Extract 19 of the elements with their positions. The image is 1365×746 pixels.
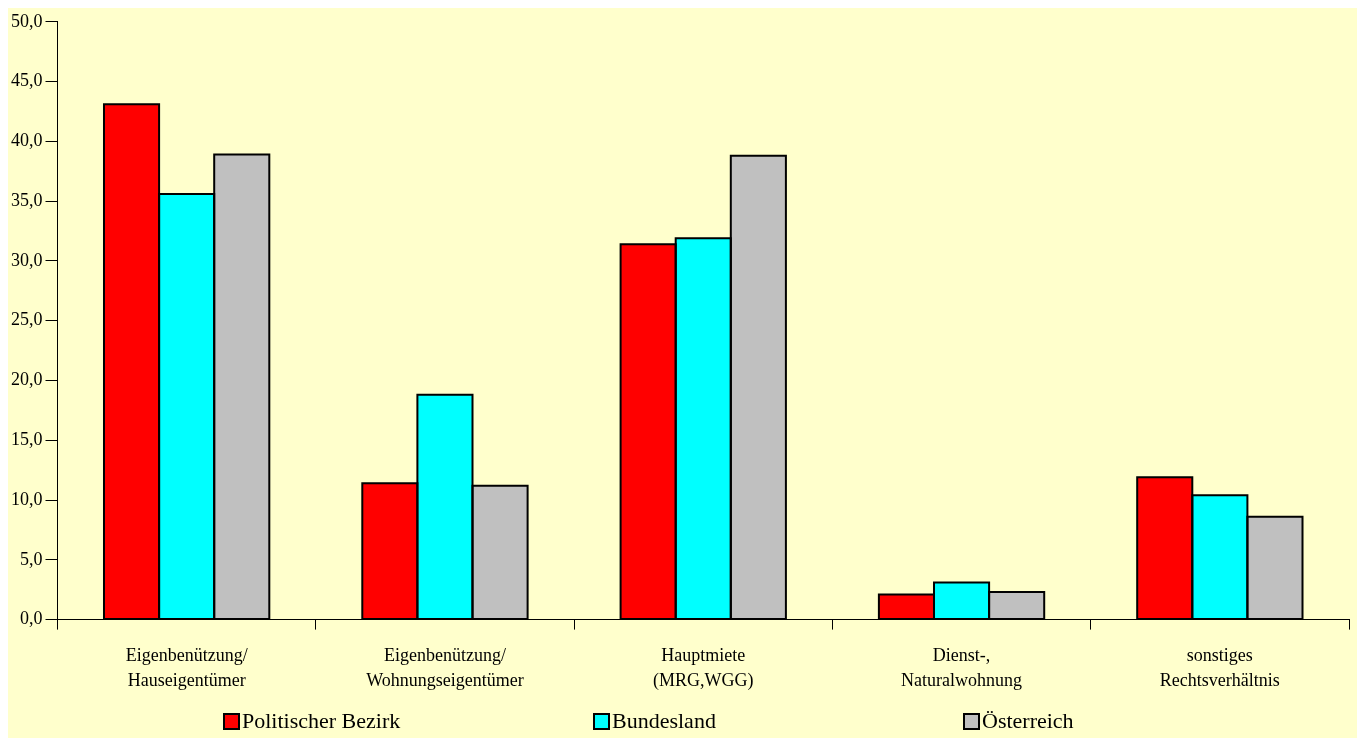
y-tick-label: 45,0 <box>11 70 43 91</box>
y-tick-label: 50,0 <box>11 10 43 31</box>
y-tick-label: 15,0 <box>11 428 43 449</box>
x-tick-label: sonstiges Rechtsverhältnis <box>1159 644 1280 691</box>
y-tick-label: 10,0 <box>11 488 43 509</box>
y-tick-label: 0,0 <box>20 608 43 629</box>
x-tick-label: Eigenbenützung/ Wohnungseigentümer <box>366 644 524 691</box>
y-tick-label: 30,0 <box>11 249 43 270</box>
legend-label: Bundesland <box>612 708 716 734</box>
y-tick-label: 40,0 <box>11 130 43 151</box>
x-tick-label: Dienst-, Naturalwohnung <box>901 644 1023 691</box>
legend-label: Politischer Bezirk <box>242 708 401 734</box>
y-tick-label: 25,0 <box>11 309 43 330</box>
y-tick-label: 5,0 <box>20 548 43 569</box>
y-tick-label: 35,0 <box>11 189 43 210</box>
x-tick-label: Eigenbenützung/ Hauseigentümer <box>125 644 248 691</box>
legend-label: Österreich <box>982 708 1074 734</box>
x-tick-label: Hauptmiete (MRG,WGG) <box>653 644 754 692</box>
y-tick-label: 20,0 <box>11 369 43 390</box>
